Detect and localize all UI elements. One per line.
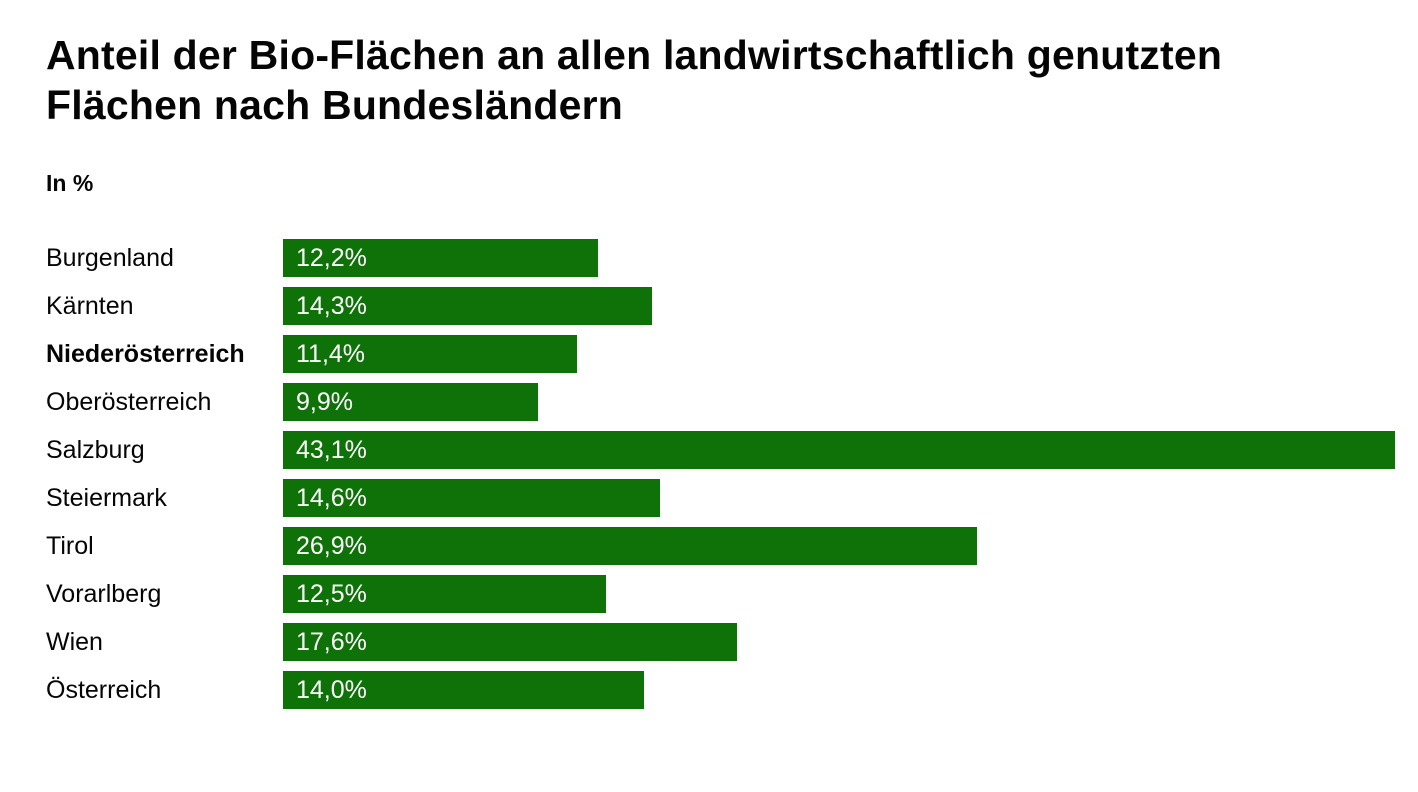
row-label: Tirol	[46, 531, 94, 560]
bar-value-label: 12,2%	[296, 243, 367, 272]
bar: 11,4%	[283, 335, 578, 374]
chart-row: Tirol 26,9%	[46, 527, 1395, 566]
bar: 26,9%	[283, 527, 978, 566]
bar: 17,6%	[283, 623, 738, 662]
bar-area: 17,6%	[283, 623, 1395, 662]
row-label: Vorarlberg	[46, 579, 162, 608]
row-label: Burgenland	[46, 243, 174, 272]
bar: 14,6%	[283, 479, 660, 518]
bar-area: 11,4%	[283, 335, 1395, 374]
row-label: Kärnten	[46, 291, 134, 320]
chart-row: Oberösterreich 9,9%	[46, 383, 1395, 422]
chart-row: Salzburg 43,1%	[46, 431, 1395, 470]
bar-area: 43,1%	[283, 431, 1395, 470]
chart-row: Vorarlberg 12,5%	[46, 575, 1395, 614]
bar-value-label: 14,3%	[296, 291, 367, 320]
bar: 12,2%	[283, 239, 598, 278]
bar-value-label: 17,6%	[296, 627, 367, 656]
chart-row: Niederösterreich 11,4%	[46, 335, 1395, 374]
row-label: Österreich	[46, 675, 162, 704]
chart-row: Wien 17,6%	[46, 623, 1395, 662]
bar-area: 12,2%	[283, 239, 1395, 278]
chart-title: Anteil der Bio-Flächen an allen landwirt…	[46, 32, 1223, 129]
bar-area: 9,9%	[283, 383, 1395, 422]
chart-row: Österreich 14,0%	[46, 671, 1395, 710]
bar: 43,1%	[283, 431, 1395, 470]
bar: 14,0%	[283, 671, 645, 710]
bar-area: 14,6%	[283, 479, 1395, 518]
bar-value-label: 14,0%	[296, 675, 367, 704]
row-label: Niederösterreich	[46, 339, 245, 368]
chart-row: Steiermark 14,6%	[46, 479, 1395, 518]
bar: 9,9%	[283, 383, 539, 422]
bar-value-label: 26,9%	[296, 531, 367, 560]
bar: 12,5%	[283, 575, 606, 614]
bar: 14,3%	[283, 287, 652, 326]
bar-value-label: 14,6%	[296, 483, 367, 512]
row-label: Salzburg	[46, 435, 145, 464]
bar-area: 12,5%	[283, 575, 1395, 614]
row-label: Steiermark	[46, 483, 167, 512]
bar-chart: Burgenland 12,2% Kärnten 14,3% Niederöst…	[46, 239, 1395, 710]
bar-value-label: 12,5%	[296, 579, 367, 608]
row-label: Oberösterreich	[46, 387, 212, 416]
bar-value-label: 43,1%	[296, 435, 367, 464]
unit-label: In %	[46, 170, 94, 197]
row-label: Wien	[46, 627, 103, 656]
bar-value-label: 11,4%	[296, 339, 366, 368]
bar-area: 26,9%	[283, 527, 1395, 566]
bar-area: 14,0%	[283, 671, 1395, 710]
chart-row: Burgenland 12,2%	[46, 239, 1395, 278]
bar-area: 14,3%	[283, 287, 1395, 326]
chart-row: Kärnten 14,3%	[46, 287, 1395, 326]
bar-value-label: 9,9%	[296, 387, 353, 416]
